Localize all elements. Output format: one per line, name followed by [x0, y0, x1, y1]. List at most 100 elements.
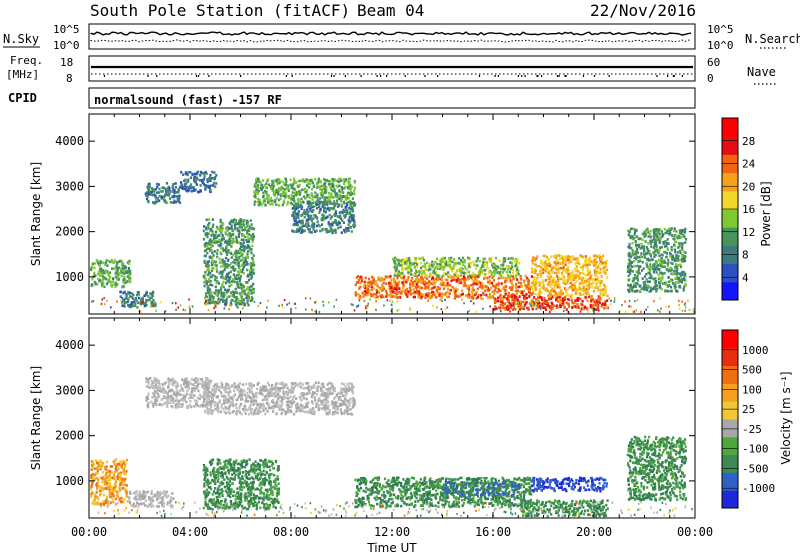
- range-cell: [514, 259, 517, 263]
- range-cell: [514, 274, 518, 277]
- range-cell: [539, 307, 542, 310]
- range-cell: [381, 289, 384, 292]
- range-cell: [390, 303, 393, 306]
- range-cell: [240, 299, 244, 302]
- power-scatter: [90, 170, 695, 314]
- range-cell: [438, 287, 441, 291]
- range-cell: [164, 200, 167, 203]
- range-cell: [518, 261, 521, 265]
- range-cell: [173, 194, 176, 198]
- range-cell: [150, 296, 153, 299]
- range-cell: [169, 190, 172, 193]
- range-cell: [249, 299, 252, 302]
- range-cell: [112, 473, 115, 477]
- range-cell: [205, 280, 209, 283]
- range-cell: [315, 229, 318, 233]
- range-cell: [574, 299, 577, 302]
- range-cell: [188, 298, 190, 301]
- range-cell: [120, 270, 123, 274]
- range-cell: [394, 287, 397, 290]
- range-cell: [557, 306, 559, 309]
- range-cell: [652, 235, 655, 238]
- range-cell: [492, 279, 496, 282]
- range-cell: [604, 263, 607, 267]
- range-cell: [571, 270, 574, 273]
- range-cell: [299, 203, 302, 207]
- range-cell: [90, 476, 93, 479]
- range-cell: [322, 210, 326, 213]
- range-cell: [93, 467, 96, 470]
- range-cell: [205, 295, 208, 299]
- range-cell: [120, 269, 123, 272]
- range-cell: [481, 272, 484, 275]
- range-cell: [390, 284, 393, 287]
- range-cell: [556, 294, 559, 297]
- range-cell: [641, 232, 644, 236]
- range-cell: [445, 263, 448, 267]
- range-cell: [114, 285, 117, 288]
- range-cell: [525, 286, 528, 290]
- range-cell: [338, 211, 341, 214]
- range-cell: [352, 218, 355, 222]
- range-cell: [558, 286, 561, 289]
- range-cell: [641, 260, 644, 264]
- range-cell: [571, 306, 574, 309]
- range-cell: [228, 308, 230, 311]
- range-cell: [249, 249, 252, 253]
- range-cell: [261, 179, 265, 182]
- range-cell: [249, 277, 252, 280]
- range-cell: [123, 290, 126, 294]
- range-cell: [506, 300, 509, 303]
- range-cell: [106, 460, 109, 464]
- range-cell: [516, 266, 519, 269]
- range-cell: [313, 230, 316, 233]
- range-cell: [613, 297, 616, 300]
- range-cell: [536, 273, 539, 276]
- range-cell: [293, 211, 296, 214]
- range-cell: [599, 268, 602, 271]
- range-cell: [222, 295, 226, 298]
- range-cell: [205, 297, 207, 300]
- range-cell: [531, 298, 533, 301]
- range-cell: [488, 257, 491, 261]
- range-cell: [485, 263, 488, 267]
- range-cell: [264, 203, 267, 207]
- range-cell: [429, 274, 432, 277]
- range-cell: [90, 267, 93, 271]
- range-cell: [165, 193, 168, 196]
- range-cell: [684, 279, 687, 282]
- range-cell: [471, 292, 474, 295]
- range-cell: [206, 260, 209, 263]
- range-cell: [586, 270, 589, 273]
- range-cell: [213, 263, 216, 266]
- range-cell: [287, 184, 290, 187]
- range-cell: [116, 462, 119, 466]
- range-cell: [417, 296, 420, 299]
- range-cell: [150, 187, 154, 190]
- range-cell: [541, 306, 545, 310]
- range-cell: [500, 263, 503, 267]
- range-cell: [587, 281, 591, 284]
- range-cell: [129, 303, 132, 306]
- range-cell: [243, 219, 246, 222]
- range-cell: [359, 275, 362, 279]
- range-cell: [666, 231, 669, 235]
- range-cell: [530, 305, 533, 308]
- colorbar-tick-label: 24: [742, 158, 756, 171]
- range-cell: [388, 276, 391, 279]
- range-cell: [219, 270, 222, 274]
- range-cell: [451, 267, 454, 270]
- range-cell: [208, 247, 211, 250]
- range-cell: [310, 209, 313, 213]
- range-cell: [97, 277, 100, 281]
- range-cell: [120, 463, 124, 466]
- colorbar-tick-label: 12: [742, 226, 755, 239]
- range-cell: [439, 259, 442, 262]
- range-cell: [380, 295, 383, 299]
- range-cell: [636, 279, 639, 282]
- range-cell: [676, 272, 679, 275]
- range-cell: [365, 304, 367, 307]
- range-cell: [98, 264, 101, 267]
- range-cell: [448, 257, 451, 260]
- range-cell: [372, 292, 375, 296]
